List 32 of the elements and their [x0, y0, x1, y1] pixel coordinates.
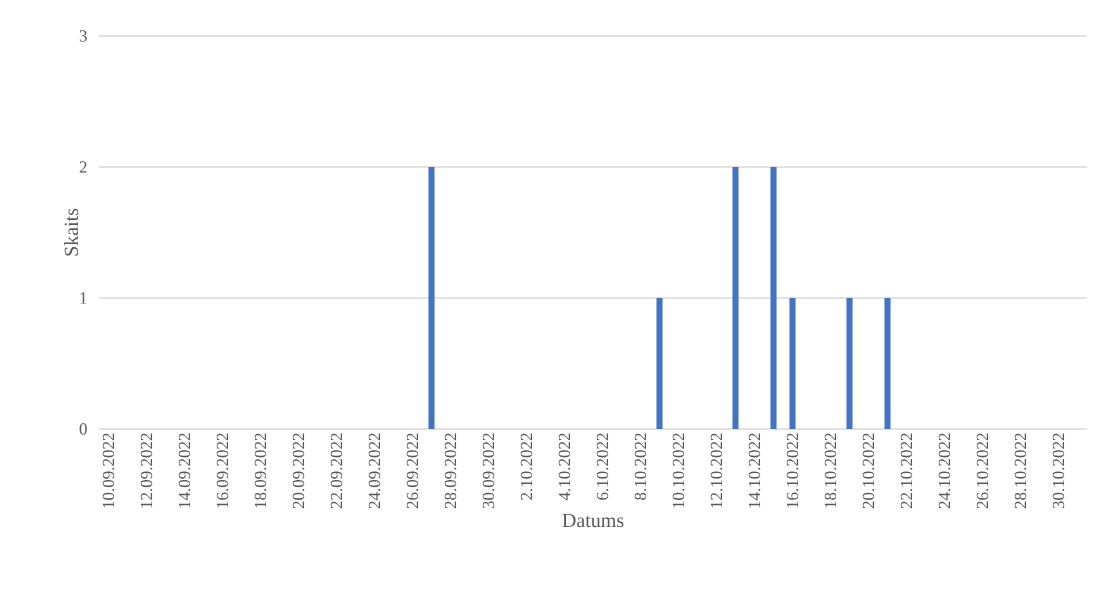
x-tick-label: 28.10.2022 [1014, 433, 1027, 509]
x-tick-label: 24.10.2022 [938, 433, 951, 509]
x-axis-title: Datums [562, 513, 624, 528]
x-tick-label: 20.09.2022 [292, 433, 305, 509]
x-tick-label: 18.09.2022 [254, 433, 267, 508]
y-axis-title: Skaits [64, 208, 79, 256]
x-tick-label: 26.09.2022 [406, 433, 419, 509]
x-tick-label: 18.10.2022 [824, 433, 837, 508]
x-tick-label: 12.09.2022 [140, 433, 153, 508]
y-tick-label: 3 [79, 30, 87, 42]
x-tick-label: 28.09.2022 [444, 433, 457, 509]
x-tick-label: 22.10.2022 [900, 433, 913, 509]
x-tick-label: 20.10.2022 [862, 433, 875, 509]
x-tick-label: 14.10.2022 [748, 433, 761, 508]
x-tick-label: 10.10.2022 [672, 433, 685, 508]
x-tick-label: 4.10.2022 [558, 433, 571, 501]
x-tick-label: 22.09.2022 [330, 433, 343, 509]
x-tick-label: 2.10.2022 [520, 433, 533, 500]
y-tick-label: 0 [79, 423, 87, 435]
x-tick-label: 10.09.2022 [102, 433, 115, 508]
y-tick-label: 1 [80, 292, 87, 304]
x-tick-label: 30.09.2022 [482, 433, 495, 509]
x-tick-label: 24.09.2022 [368, 433, 381, 509]
x-tick-label: 16.10.2022 [786, 433, 799, 508]
x-tick-label: 14.09.2022 [178, 433, 191, 508]
x-tick-label: 16.09.2022 [216, 433, 229, 508]
x-tick-label: 8.10.2022 [634, 433, 647, 500]
y-tick-label: 2 [79, 161, 87, 173]
x-tick-label: 30.10.2022 [1052, 433, 1065, 509]
x-tick-label: 6.10.2022 [596, 433, 609, 500]
x-tick-label: 26.10.2022 [976, 433, 989, 509]
x-tick-label: 12.10.2022 [710, 433, 723, 508]
